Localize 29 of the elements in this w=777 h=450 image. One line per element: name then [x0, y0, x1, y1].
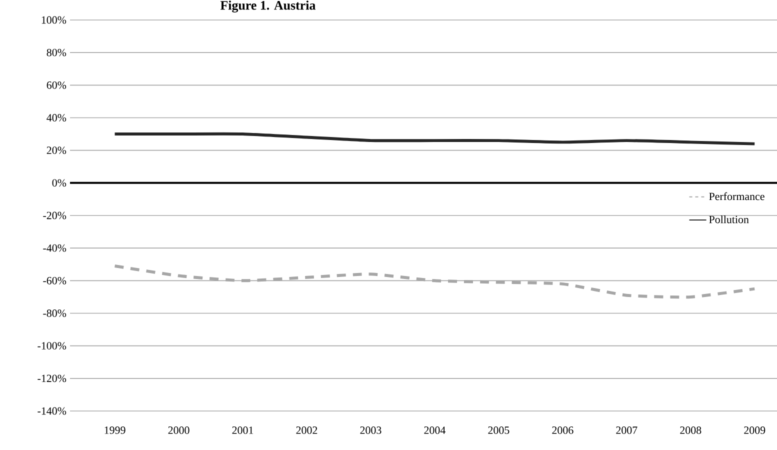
- legend-label: Performance: [709, 192, 764, 200]
- x-tick-label: 2001: [232, 426, 254, 434]
- x-tick-label: 2008: [680, 426, 702, 434]
- y-tick-label: 40%: [46, 114, 66, 122]
- x-tick-label: 2005: [488, 426, 510, 434]
- x-tick-label: 2003: [360, 426, 382, 434]
- line-series: [113, 132, 756, 146]
- x-tick-label: 2009: [744, 426, 766, 434]
- y-tick-label: 20%: [46, 146, 66, 154]
- x-tick-label: 2004: [424, 426, 446, 434]
- y-tick-label: -60%: [43, 276, 66, 284]
- y-tick-label: 60%: [46, 81, 66, 89]
- chart-title: Figure 1. Austria: [220, 0, 316, 12]
- x-tick-label: 2007: [616, 426, 638, 434]
- y-tick-label: 80%: [46, 48, 66, 56]
- y-tick-label: -80%: [43, 310, 66, 317]
- line-series: [113, 264, 756, 299]
- y-tick-label: 0%: [52, 179, 66, 187]
- y-tick-label: 100%: [42, 16, 66, 24]
- y-tick-label: -40%: [43, 244, 66, 252]
- x-tick-label: 1999: [104, 426, 126, 434]
- y-tick-label: -100%: [38, 342, 66, 350]
- x-tick-label: 2002: [296, 426, 318, 434]
- y-tick-label: -120%: [38, 374, 66, 382]
- x-tick-label: 2006: [552, 426, 574, 434]
- legend-label: Pollution: [709, 216, 749, 224]
- y-tick-label: -140%: [38, 407, 66, 415]
- x-tick-label: 2000: [168, 426, 190, 434]
- y-tick-label: -20%: [43, 212, 66, 220]
